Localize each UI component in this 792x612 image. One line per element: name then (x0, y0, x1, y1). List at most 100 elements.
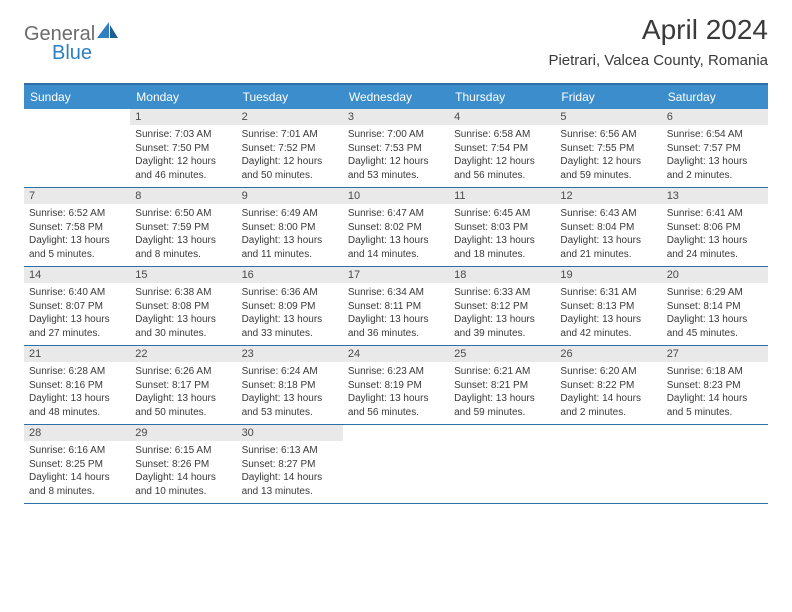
dow-cell: Monday (130, 85, 236, 109)
sunset-text: Sunset: 8:25 PM (29, 458, 125, 472)
day-cell (343, 425, 449, 503)
daylight-text: Daylight: 13 hours and 27 minutes. (29, 313, 125, 340)
daylight-text: Daylight: 13 hours and 21 minutes. (560, 234, 656, 261)
day-body: Sunrise: 6:49 AMSunset: 8:00 PMDaylight:… (237, 204, 343, 266)
location: Pietrari, Valcea County, Romania (548, 52, 768, 69)
day-body: Sunrise: 6:38 AMSunset: 8:08 PMDaylight:… (130, 283, 236, 345)
sunset-text: Sunset: 8:04 PM (560, 221, 656, 235)
day-number: 19 (555, 267, 661, 283)
day-cell: 12 Sunrise: 6:43 AMSunset: 8:04 PMDayligh… (555, 188, 661, 266)
sunrise-text: Sunrise: 6:56 AM (560, 128, 656, 142)
day-cell: 16Sunrise: 6:36 AMSunset: 8:09 PMDayligh… (237, 267, 343, 345)
day-number: 4 (449, 109, 555, 125)
day-cell: 6Sunrise: 6:54 AMSunset: 7:57 PMDaylight… (662, 109, 768, 187)
day-number: 18 (449, 267, 555, 283)
daylight-text: Daylight: 13 hours and 59 minutes. (454, 392, 550, 419)
day-body: Sunrise: 6:29 AMSunset: 8:14 PMDaylight:… (662, 283, 768, 345)
day-number: 13 (662, 188, 768, 204)
day-number (555, 425, 661, 429)
day-number (24, 109, 130, 113)
day-number: 7 (24, 188, 130, 204)
day-number: 8 (130, 188, 236, 204)
day-body: Sunrise: 6:23 AMSunset: 8:19 PMDaylight:… (343, 362, 449, 424)
day-body: Sunrise: 6:36 AMSunset: 8:09 PMDaylight:… (237, 283, 343, 345)
daylight-text: Daylight: 13 hours and 36 minutes. (348, 313, 444, 340)
sunrise-text: Sunrise: 6:18 AM (667, 365, 763, 379)
sunset-text: Sunset: 8:17 PM (135, 379, 231, 393)
sunrise-text: Sunrise: 6:29 AM (667, 286, 763, 300)
sunrise-text: Sunrise: 6:43 AM (560, 207, 656, 221)
day-body: Sunrise: 6:54 AMSunset: 7:57 PMDaylight:… (662, 125, 768, 187)
sunrise-text: Sunrise: 6:38 AM (135, 286, 231, 300)
day-number: 3 (343, 109, 449, 125)
day-cell: 15Sunrise: 6:38 AMSunset: 8:08 PMDayligh… (130, 267, 236, 345)
day-body: Sunrise: 6:26 AMSunset: 8:17 PMDaylight:… (130, 362, 236, 424)
day-cell: 5Sunrise: 6:56 AMSunset: 7:55 PMDaylight… (555, 109, 661, 187)
day-body: Sunrise: 6:34 AMSunset: 8:11 PMDaylight:… (343, 283, 449, 345)
daylight-text: Daylight: 13 hours and 30 minutes. (135, 313, 231, 340)
day-cell: 18Sunrise: 6:33 AMSunset: 8:12 PMDayligh… (449, 267, 555, 345)
daylight-text: Daylight: 13 hours and 33 minutes. (242, 313, 338, 340)
sunset-text: Sunset: 8:14 PM (667, 300, 763, 314)
day-cell: 4Sunrise: 6:58 AMSunset: 7:54 PMDaylight… (449, 109, 555, 187)
day-number: 16 (237, 267, 343, 283)
sunset-text: Sunset: 8:07 PM (29, 300, 125, 314)
day-cell: 13Sunrise: 6:41 AMSunset: 8:06 PMDayligh… (662, 188, 768, 266)
day-cell: 3Sunrise: 7:00 AMSunset: 7:53 PMDaylight… (343, 109, 449, 187)
daylight-text: Daylight: 12 hours and 46 minutes. (135, 155, 231, 182)
day-cell: 21Sunrise: 6:28 AMSunset: 8:16 PMDayligh… (24, 346, 130, 424)
sunrise-text: Sunrise: 6:33 AM (454, 286, 550, 300)
sunset-text: Sunset: 8:26 PM (135, 458, 231, 472)
day-cell (662, 425, 768, 503)
sunset-text: Sunset: 8:12 PM (454, 300, 550, 314)
day-number: 22 (130, 346, 236, 362)
daylight-text: Daylight: 13 hours and 5 minutes. (29, 234, 125, 261)
day-body: Sunrise: 6:50 AMSunset: 7:59 PMDaylight:… (130, 204, 236, 266)
sunset-text: Sunset: 8:00 PM (242, 221, 338, 235)
sunset-text: Sunset: 7:52 PM (242, 142, 338, 156)
sunrise-text: Sunrise: 6:26 AM (135, 365, 231, 379)
daylight-text: Daylight: 12 hours and 50 minutes. (242, 155, 338, 182)
sunrise-text: Sunrise: 6:54 AM (667, 128, 763, 142)
day-body: Sunrise: 6:47 AMSunset: 8:02 PMDaylight:… (343, 204, 449, 266)
sunrise-text: Sunrise: 6:50 AM (135, 207, 231, 221)
day-number: 12 (555, 188, 661, 204)
day-cell: 27Sunrise: 6:18 AMSunset: 8:23 PMDayligh… (662, 346, 768, 424)
sunset-text: Sunset: 7:53 PM (348, 142, 444, 156)
sunrise-text: Sunrise: 6:20 AM (560, 365, 656, 379)
day-cell: 11Sunrise: 6:45 AMSunset: 8:03 PMDayligh… (449, 188, 555, 266)
day-cell: 20Sunrise: 6:29 AMSunset: 8:14 PMDayligh… (662, 267, 768, 345)
sunset-text: Sunset: 7:57 PM (667, 142, 763, 156)
sunset-text: Sunset: 8:03 PM (454, 221, 550, 235)
week-row: 28 Sunrise: 6:16 AMSunset: 8:25 PM Dayligh… (24, 425, 768, 504)
dow-cell: Wednesday (343, 85, 449, 109)
day-of-week-row: SundayMondayTuesdayWednesdayThursdayFrid… (24, 85, 768, 109)
sunrise-text: Sunrise: 6:23 AM (348, 365, 444, 379)
daylight-text: Daylight: 13 hours and 56 minutes. (348, 392, 444, 419)
day-number: 27 (662, 346, 768, 362)
sunrise-text: Sunrise: 6:16 AM (29, 444, 125, 458)
day-number: 5 (555, 109, 661, 125)
weeks-container: 1Sunrise: 7:03 AMSunset: 7:50 PMDaylight… (24, 109, 768, 504)
sunrise-text: Sunrise: 6:58 AM (454, 128, 550, 142)
sunrise-text: Sunrise: 6:40 AM (29, 286, 125, 300)
sunset-text: Sunset: 8:13 PM (560, 300, 656, 314)
week-row: 14Sunrise: 6:40 AMSunset: 8:07 PMDayligh… (24, 267, 768, 346)
day-cell: 28Sunrise: 6:16 AMSunset: 8:25 PMDayligh… (24, 425, 130, 503)
dow-cell: Friday (555, 85, 661, 109)
sunset-text: Sunset: 7:50 PM (135, 142, 231, 156)
daylight-text: Daylight: 14 hours and 13 minutes. (242, 471, 338, 498)
sunset-text: Sunset: 7:54 PM (454, 142, 550, 156)
day-body: Sunrise: 6:28 AMSunset: 8:16 PMDaylight:… (24, 362, 130, 424)
day-cell: 7Sunrise: 6:52 AMSunset: 7:58 PMDaylight… (24, 188, 130, 266)
day-number: 29 (130, 425, 236, 441)
daylight-text: Daylight: 12 hours and 59 minutes. (560, 155, 656, 182)
daylight-text: Daylight: 13 hours and 48 minutes. (29, 392, 125, 419)
sunset-text: Sunset: 8:09 PM (242, 300, 338, 314)
day-number: 28 (24, 425, 130, 441)
daylight-text: Daylight: 13 hours and 42 minutes. (560, 313, 656, 340)
sunrise-text: Sunrise: 6:34 AM (348, 286, 444, 300)
logo: General Blue (24, 14, 119, 46)
day-number: 6 (662, 109, 768, 125)
sunset-text: Sunset: 8:23 PM (667, 379, 763, 393)
